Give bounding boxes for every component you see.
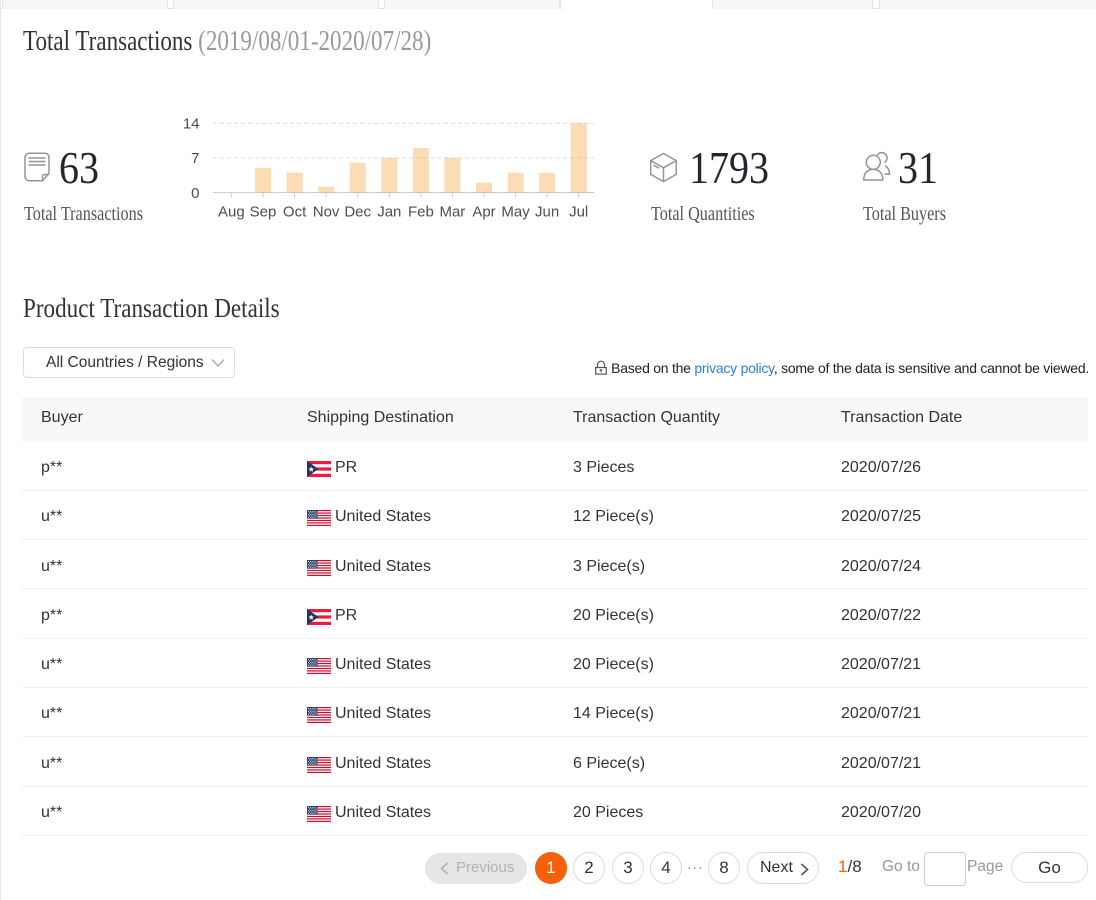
svg-text:0: 0 (191, 185, 199, 202)
svg-text:Mar: Mar (439, 204, 465, 221)
svg-text:Nov: Nov (313, 204, 340, 221)
svg-text:Jul: Jul (569, 204, 588, 221)
svg-text:May: May (501, 204, 530, 221)
svg-text:Apr: Apr (472, 204, 495, 221)
svg-text:14: 14 (183, 116, 200, 133)
svg-text:Aug: Aug (218, 204, 245, 221)
svg-text:7: 7 (191, 150, 199, 167)
svg-text:Sep: Sep (250, 204, 277, 221)
svg-text:Dec: Dec (344, 204, 371, 221)
svg-text:Feb: Feb (408, 204, 434, 221)
svg-text:Oct: Oct (283, 204, 307, 221)
svg-text:Jan: Jan (377, 204, 401, 221)
svg-text:Jun: Jun (535, 204, 559, 221)
